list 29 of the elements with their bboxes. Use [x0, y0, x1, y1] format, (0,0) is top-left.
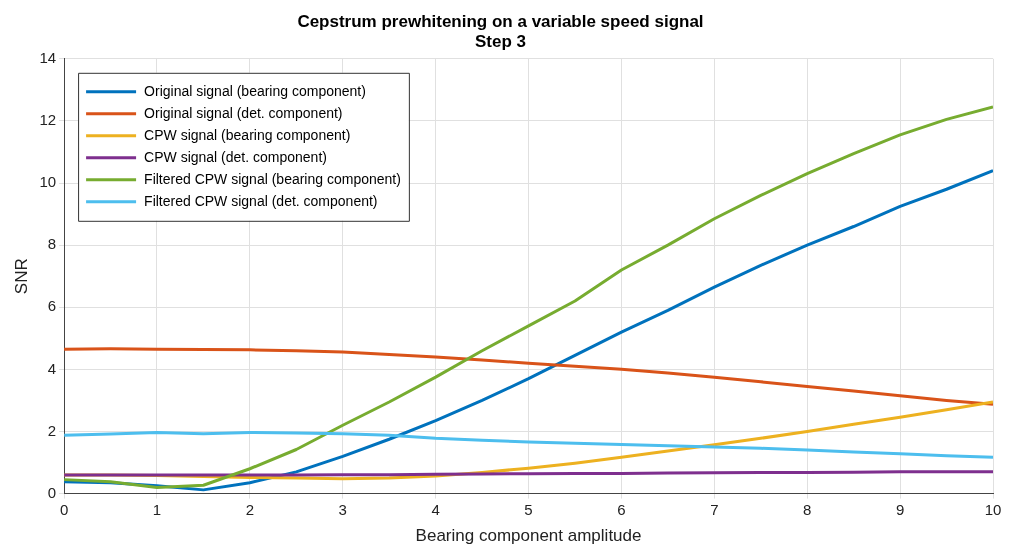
legend-label: CPW signal (bearing component) [144, 126, 351, 143]
y-tick-label: 10 [39, 173, 57, 191]
y-tick-label: 0 [47, 483, 57, 501]
x-tick-label: 5 [524, 500, 533, 518]
y-tick-label: 4 [47, 359, 57, 377]
legend-label: CPW signal (det. component) [144, 148, 327, 165]
x-tick-label: 4 [431, 500, 440, 518]
legend-label: Original signal (det. component) [144, 104, 343, 121]
chart-title: Cepstrum prewhitening on a variable speed signal [297, 11, 704, 31]
x-axis-title: Bearing component amplitude [415, 526, 642, 546]
chart-subtitle: Step 3 [474, 32, 527, 52]
x-tick-label: 9 [895, 500, 905, 518]
legend-label: Filtered CPW signal (bearing component) [144, 170, 401, 187]
x-tick-label: 6 [617, 500, 626, 518]
x-tick-label: 8 [803, 500, 812, 518]
x-tick-label: 0 [59, 500, 69, 518]
y-tick-label: 14 [39, 48, 57, 66]
legend-label: Filtered CPW signal (det. component) [144, 192, 378, 209]
legend-label: Original signal (bearing component) [144, 82, 366, 99]
x-tick-label: 1 [152, 500, 162, 518]
y-tick-label: 2 [47, 421, 57, 439]
y-tick-label: 12 [39, 111, 57, 129]
x-tick-label: 10 [984, 500, 1002, 518]
x-tick-label: 7 [710, 500, 719, 518]
x-tick-label: 2 [245, 500, 255, 518]
y-tick-label: 8 [47, 235, 57, 253]
y-tick-label: 6 [47, 297, 57, 315]
y-axis-title: SNR [11, 258, 31, 295]
x-tick-label: 3 [338, 500, 347, 518]
